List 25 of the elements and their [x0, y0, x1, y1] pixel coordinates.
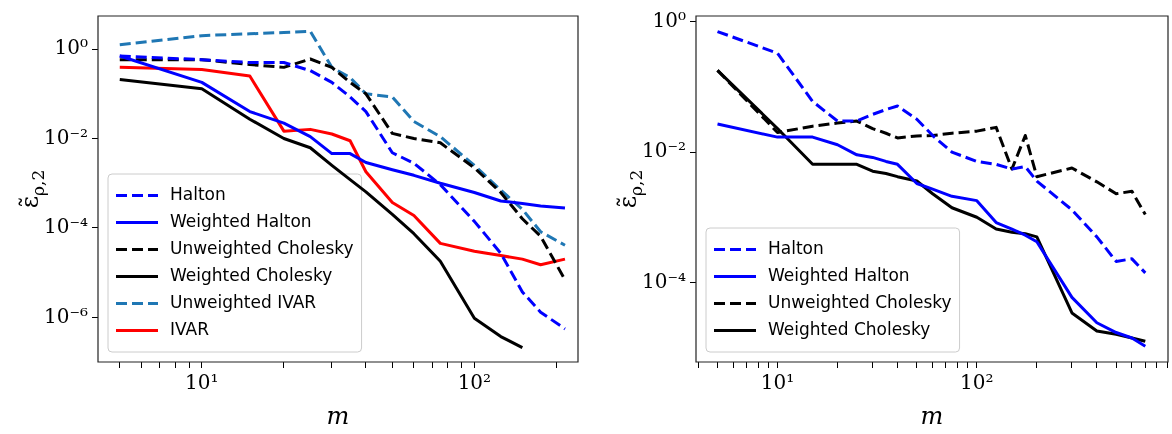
y-tick-label: 10⁰ — [54, 35, 88, 60]
y-tick-label: 10⁰ — [652, 8, 686, 33]
x-tick-label: 10¹ — [760, 370, 795, 395]
legend-label: Halton — [768, 237, 824, 258]
x-tick-label: 10² — [457, 370, 492, 395]
legend-label: Unweighted Cholesky — [768, 291, 952, 312]
legend-label: Weighted Cholesky — [170, 264, 333, 285]
legend-label: Halton — [170, 183, 226, 204]
x-tick-label: 10² — [960, 370, 994, 395]
y-tick-label: 10⁻⁴ — [641, 268, 686, 293]
y-tick-label: 10⁻⁶ — [43, 303, 88, 328]
legend-label: Weighted Halton — [170, 210, 312, 231]
y-axis-title: ε̃ρ,2 — [614, 169, 646, 209]
y-axis-title: ε̃ρ,2 — [16, 169, 48, 209]
x-axis-title: m — [326, 402, 350, 431]
legend-label: IVAR — [170, 318, 210, 339]
x-axis-title: m — [920, 402, 944, 431]
y-tick-label: 10⁻⁴ — [43, 214, 88, 239]
legend-label: Weighted Cholesky — [768, 318, 931, 339]
legend-label: Weighted Halton — [768, 264, 910, 285]
x-tick-label: 10¹ — [185, 370, 219, 395]
y-tick-label: 10⁻² — [641, 138, 686, 163]
legend-label: Unweighted IVAR — [170, 291, 317, 312]
legend-label: Unweighted Cholesky — [170, 237, 354, 258]
y-tick-label: 10⁻² — [43, 124, 88, 149]
